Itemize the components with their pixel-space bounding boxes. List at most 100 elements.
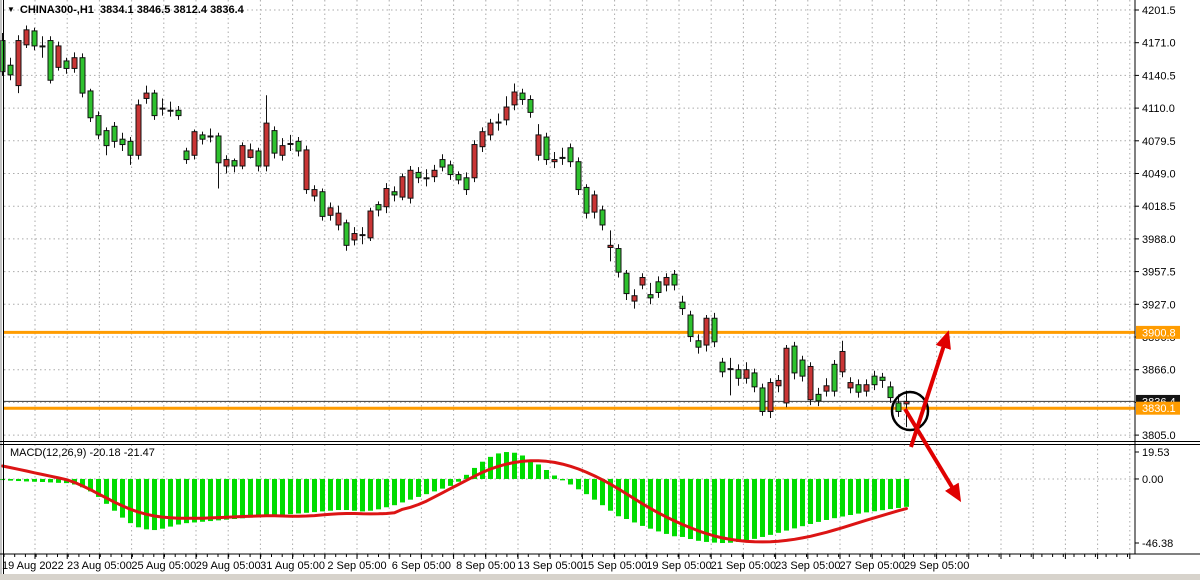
macd-histogram-bar [440, 478, 445, 489]
candle [487, 122, 494, 136]
candle [471, 144, 478, 179]
candle [263, 122, 270, 167]
macd-histogram-bar [664, 478, 669, 534]
candle [327, 207, 334, 216]
macd-histogram-bar [800, 478, 805, 527]
candle [903, 400, 910, 405]
macd-histogram-bar [848, 478, 853, 515]
candle [863, 384, 870, 392]
candle [583, 186, 590, 214]
time-axis-label: 6 Sep 05:00 [392, 560, 451, 572]
price-axis-label: 4201.5 [1142, 5, 1176, 17]
macd-axis-label: -46.38 [1142, 538, 1173, 550]
candle [815, 393, 822, 402]
macd-histogram-bar [688, 478, 693, 540]
macd-histogram-bar [224, 478, 229, 520]
macd-histogram-bar [144, 478, 149, 530]
macd-histogram-bar [120, 478, 125, 518]
candle [0, 40, 6, 73]
macd-histogram-bar [400, 478, 405, 503]
candle [415, 171, 422, 179]
candle [335, 212, 342, 226]
chart-title: ▼ CHINA300-,H1 3834.1 3846.5 3812.4 3836.… [7, 4, 244, 16]
candle [527, 99, 534, 113]
macd-histogram-bar [616, 478, 621, 517]
macd-histogram-bar [288, 478, 293, 515]
candle [231, 160, 238, 167]
macd-histogram-bar [464, 474, 469, 479]
price-axis-label: 4079.5 [1142, 136, 1176, 148]
macd-axis-label: 0.00 [1142, 474, 1163, 486]
macd-histogram-bar [656, 478, 661, 532]
candle [599, 209, 606, 226]
time-axis-label: 27 Sep 05:00 [839, 560, 904, 572]
macd-histogram-bar [312, 478, 317, 513]
candle [63, 60, 70, 69]
macd-histogram-bar [480, 461, 485, 479]
candle [47, 40, 54, 81]
candle [111, 125, 118, 142]
candle [631, 295, 638, 302]
candle [463, 177, 470, 191]
macd-histogram-bar [32, 478, 37, 482]
candle [431, 169, 438, 178]
time-axis-label: 19 Aug 2022 [2, 560, 64, 572]
candle [367, 210, 374, 239]
candle [823, 385, 830, 392]
candle [239, 145, 246, 167]
candle [319, 191, 326, 217]
candle [751, 372, 758, 388]
candle [159, 107, 166, 110]
support-price-badge [1136, 401, 1180, 415]
macd-histogram-bar [392, 478, 397, 506]
macd-histogram-bar [888, 478, 893, 510]
macd-histogram-bar [696, 478, 701, 541]
candle [343, 222, 350, 246]
candle [735, 369, 742, 379]
candle [727, 368, 734, 371]
price-axis-label: 4110.0 [1142, 103, 1175, 115]
candle [279, 145, 286, 156]
highlight-circle[interactable] [890, 390, 930, 432]
macd-histogram-bar [592, 478, 597, 500]
support-price-badge-text: 3830.1 [1142, 403, 1176, 415]
macd-histogram-bar [384, 478, 389, 508]
price-axis-label: 3866.0 [1142, 365, 1176, 377]
candle [679, 301, 686, 310]
candle [375, 204, 382, 211]
time-axis-label: 23 Aug 05:00 [67, 560, 132, 572]
macd-histogram-bar [552, 475, 557, 479]
candle [591, 194, 598, 213]
price-axis-label: 3957.5 [1142, 267, 1176, 279]
candle [295, 140, 302, 152]
macd-histogram-bar [560, 478, 565, 481]
macd-histogram-bar [0, 478, 5, 481]
candlestick-series [0, 25, 910, 428]
candle [143, 92, 150, 99]
symbol-dropdown-icon[interactable]: ▼ [7, 5, 15, 14]
macd-histogram-bar [520, 455, 525, 479]
macd-histogram-bar [872, 478, 877, 512]
resistance-price-badge-text: 3900.8 [1142, 327, 1176, 339]
macd-histogram-bar [48, 478, 53, 483]
macd-histogram-bar [904, 478, 909, 507]
macd-histogram-bar [576, 478, 581, 490]
candle [799, 359, 806, 377]
candle [479, 131, 486, 148]
macd-histogram-bar [424, 478, 429, 495]
price-axis-label: 4171.0 [1142, 38, 1176, 50]
macd-histogram-bar [280, 478, 285, 515]
candle [703, 317, 710, 346]
price-axis-label: 3805.0 [1142, 430, 1176, 442]
macd-histogram-bar [608, 478, 613, 511]
candle [215, 135, 222, 164]
macd-histogram-bar [216, 478, 221, 521]
macd-histogram-bar [344, 478, 349, 511]
candle [535, 134, 542, 156]
down-trend-arrow[interactable] [903, 407, 962, 503]
macd-histogram-bar [720, 478, 725, 544]
drawn-annotations[interactable] [890, 330, 962, 503]
